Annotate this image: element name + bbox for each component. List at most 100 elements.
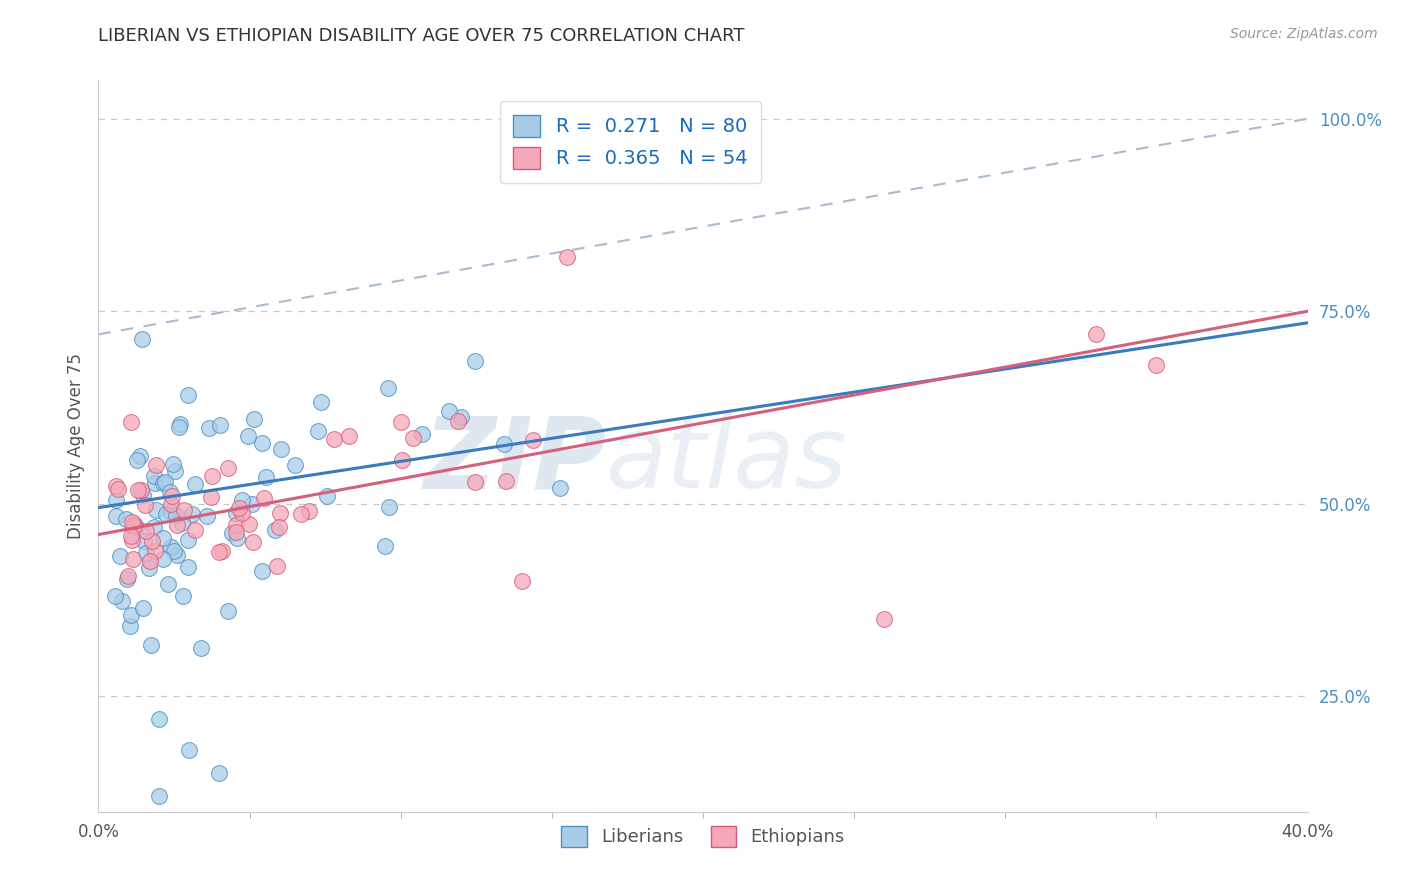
Point xyxy=(181,508,204,522)
Point xyxy=(207,545,229,559)
Text: LIBERIAN VS ETHIOPIAN DISABILITY AGE OVER 75 CORRELATION CHART: LIBERIAN VS ETHIOPIAN DISABILITY AGE OVE… xyxy=(98,27,745,45)
Point xyxy=(1144,358,1167,372)
Point xyxy=(242,534,264,549)
Point xyxy=(211,543,233,558)
Point xyxy=(238,517,260,532)
Point xyxy=(322,432,344,446)
Point xyxy=(157,576,180,591)
Point xyxy=(309,395,332,409)
Text: ZIP: ZIP xyxy=(423,412,606,509)
Point xyxy=(143,520,166,534)
Point xyxy=(173,503,195,517)
Point xyxy=(169,417,191,431)
Point xyxy=(402,431,425,445)
Point xyxy=(492,437,515,451)
Point xyxy=(172,516,194,531)
Point xyxy=(115,511,138,525)
Point xyxy=(464,475,486,490)
Point xyxy=(166,548,188,562)
Point xyxy=(250,564,273,578)
Point xyxy=(250,435,273,450)
Point xyxy=(152,476,174,491)
Point xyxy=(177,533,200,548)
Point xyxy=(143,475,166,490)
Point xyxy=(117,572,139,586)
Point xyxy=(873,612,896,626)
Point xyxy=(142,469,165,483)
Point xyxy=(121,552,143,566)
Point xyxy=(129,483,152,497)
Point xyxy=(143,544,166,558)
Point xyxy=(254,470,277,484)
Point xyxy=(264,523,287,537)
Point xyxy=(450,409,472,424)
Point xyxy=(122,519,145,533)
Point xyxy=(228,501,250,516)
Point xyxy=(374,539,396,553)
Point xyxy=(166,517,188,532)
Point xyxy=(145,502,167,516)
Point xyxy=(160,505,183,519)
Point xyxy=(555,251,578,265)
Point xyxy=(153,475,176,489)
Point xyxy=(107,483,129,497)
Point xyxy=(225,524,247,539)
Point xyxy=(134,498,156,512)
Point xyxy=(183,477,205,491)
Point xyxy=(120,607,142,622)
Point xyxy=(132,600,155,615)
Point xyxy=(152,531,174,545)
Legend: Liberians, Ethiopians: Liberians, Ethiopians xyxy=(554,819,852,854)
Point xyxy=(200,491,222,505)
Point xyxy=(201,469,224,483)
Point xyxy=(125,519,148,533)
Point xyxy=(226,531,249,545)
Point xyxy=(148,789,170,804)
Point xyxy=(225,518,247,533)
Point xyxy=(120,619,142,633)
Point xyxy=(269,506,291,520)
Point xyxy=(231,492,253,507)
Point xyxy=(1085,327,1108,342)
Point xyxy=(447,414,470,428)
Point xyxy=(266,559,288,574)
Point xyxy=(104,508,127,523)
Point xyxy=(121,516,143,530)
Point xyxy=(117,569,139,583)
Point xyxy=(190,641,212,656)
Y-axis label: Disability Age Over 75: Disability Age Over 75 xyxy=(66,353,84,539)
Point xyxy=(155,507,177,521)
Text: Source: ZipAtlas.com: Source: ZipAtlas.com xyxy=(1230,27,1378,41)
Point xyxy=(111,594,134,608)
Point xyxy=(152,552,174,566)
Point xyxy=(120,529,142,543)
Point xyxy=(267,520,290,534)
Point xyxy=(162,489,184,503)
Point xyxy=(162,457,184,471)
Point xyxy=(284,458,307,472)
Point xyxy=(179,743,201,757)
Point xyxy=(243,412,266,426)
Point xyxy=(307,424,329,438)
Point xyxy=(240,497,263,511)
Point xyxy=(439,404,461,418)
Point xyxy=(104,590,127,604)
Point xyxy=(172,589,194,603)
Point xyxy=(163,464,186,478)
Point xyxy=(141,533,163,548)
Point xyxy=(231,506,253,520)
Point xyxy=(165,508,187,522)
Point xyxy=(148,712,170,726)
Point xyxy=(298,504,321,518)
Point xyxy=(138,560,160,574)
Point xyxy=(105,493,128,508)
Point xyxy=(290,507,312,521)
Point xyxy=(217,604,239,618)
Point xyxy=(464,354,486,368)
Point xyxy=(162,544,184,558)
Point xyxy=(495,474,517,488)
Point xyxy=(167,420,190,434)
Point xyxy=(209,417,232,432)
Point xyxy=(208,766,231,780)
Text: atlas: atlas xyxy=(606,412,848,509)
